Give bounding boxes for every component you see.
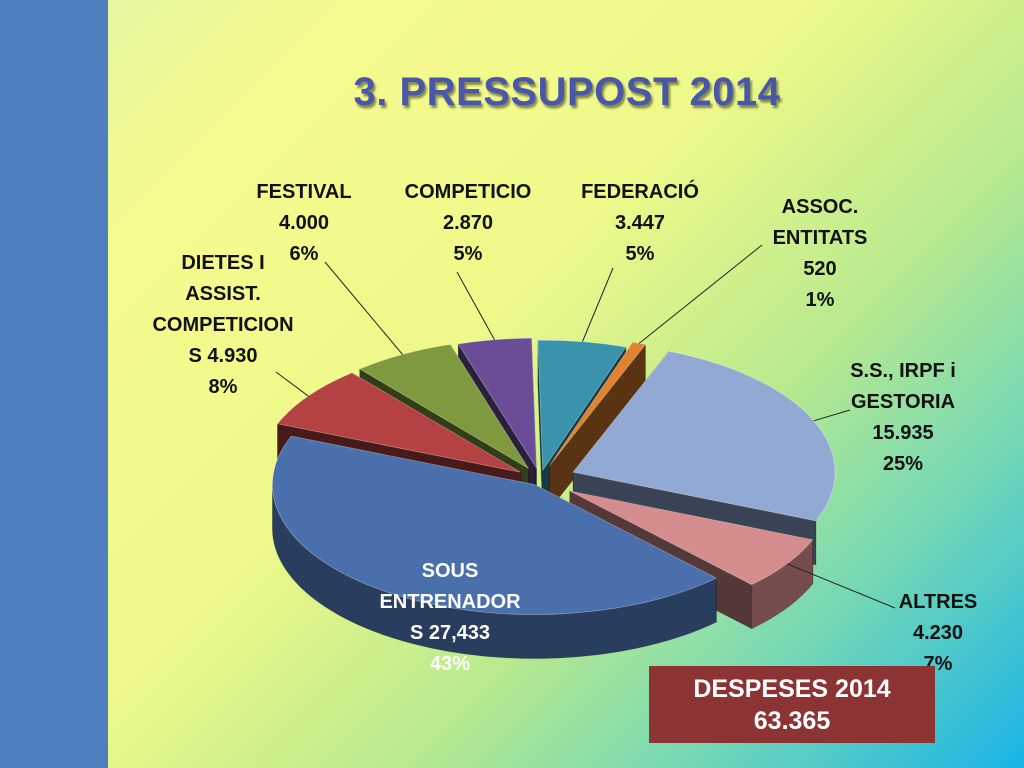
slice-dietes-i-assist-competicions: [276, 372, 521, 473]
total-value: 63.365: [753, 707, 831, 735]
label-festival: FESTIVAL 4.000 6%: [256, 181, 352, 265]
total-title: DESPESES 2014: [693, 675, 891, 703]
leader-line-dietes-i-assist-competicions: [275, 371, 309, 397]
slice-sous-entrenadors: [272, 435, 718, 615]
left-accent-band: [0, 0, 108, 768]
slice-festival: [358, 343, 529, 469]
leader-line-altres: [786, 563, 896, 609]
leader-line-festival: [324, 261, 403, 355]
leader-line-s-s-irpf-i-gestoria: [813, 409, 851, 422]
label-federacio: FEDERACIÓ 3.447 5%: [581, 181, 699, 265]
label-assoc-entitats: ASSOC. ENTITATS 520 1%: [772, 196, 868, 311]
label-altres: ALTRES 4.230 7%: [898, 591, 978, 675]
slice-s-s-irpf-i-gestoria: [572, 350, 836, 522]
label-competicio: COMPETICIO 2.870 5%: [404, 181, 532, 265]
leader-line-federaci: [581, 267, 614, 342]
slice-federaci: [537, 339, 627, 472]
label-sous-entrenadors: SOUS ENTRENADOR S 27,433 43%: [379, 560, 521, 675]
leader-line-assoc-entitats: [638, 244, 763, 344]
label-dietes: DIETES I ASSIST. COMPETICION S 4.930 8%: [152, 252, 294, 398]
slide-title: 3. PRESSUPOST 2014: [353, 70, 781, 114]
leader-line-competicio: [456, 271, 495, 340]
total-expenses-box: DESPESES 2014 63.365: [649, 666, 935, 743]
slice-side-altres: [751, 538, 814, 630]
label-ss-irpf-gestoria: S.S., IRPF i GESTORIA 15.935 25%: [850, 360, 956, 475]
slice-altres: [569, 490, 814, 586]
